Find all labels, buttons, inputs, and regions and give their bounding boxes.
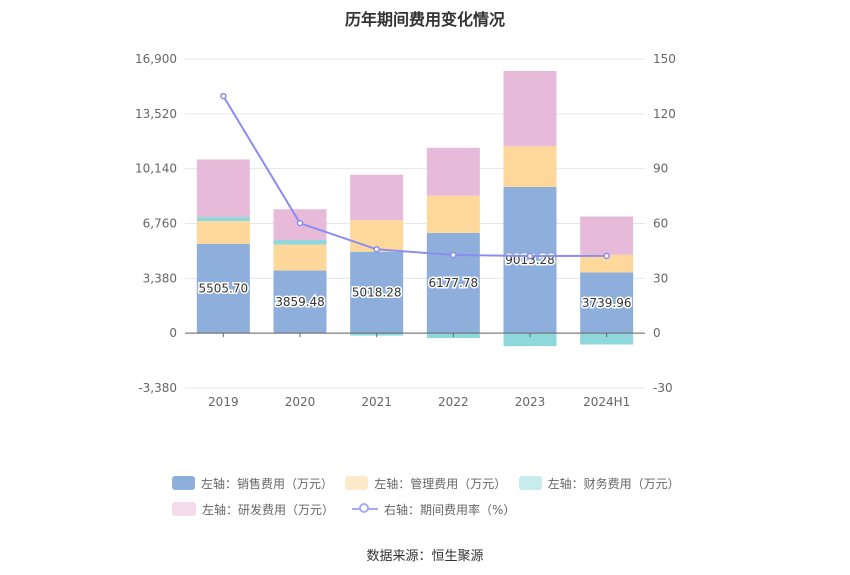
- left-axis-tick-label: 13,520: [135, 107, 177, 121]
- legend-swatch-admin: [345, 476, 369, 490]
- right-axis-tick-label: 30: [653, 271, 668, 285]
- legend-row: 左轴：研发费用（万元） 右轴：期间费用率（%）: [172, 496, 692, 522]
- legend-item-finance[interactable]: 左轴：财务费用（万元）: [518, 475, 680, 492]
- legend: 左轴：销售费用（万元） 左轴：管理费用（万元） 左轴：财务费用（万元） 左轴：研…: [172, 470, 692, 522]
- bar-segment: [580, 216, 634, 255]
- left-axis-tick-label: 3,380: [143, 271, 177, 285]
- legend-item-sales[interactable]: 左轴：销售费用（万元）: [172, 475, 333, 492]
- bar-segment: [273, 270, 327, 334]
- right-axis-tick-label: 90: [653, 162, 668, 176]
- bar-segment: [580, 333, 634, 345]
- bar-segment: [273, 244, 327, 271]
- line-point: [603, 252, 610, 260]
- bar-segment: [426, 232, 480, 334]
- bar-segment: [350, 251, 404, 334]
- line-point: [296, 219, 304, 227]
- bar-segment: [426, 195, 480, 233]
- bar-segment: [350, 174, 404, 221]
- bar-segment: [503, 70, 557, 147]
- data-label: 3739.96: [582, 296, 632, 310]
- bar-segment: [196, 221, 250, 244]
- data-label: 5018.28: [352, 285, 402, 299]
- bar-segment: [196, 243, 250, 334]
- bar-segment: [426, 147, 480, 196]
- legend-swatch-sales: [172, 476, 195, 490]
- x-axis-tick-label: 2023: [515, 395, 546, 409]
- left-axis-tick-label: 16,900: [135, 52, 177, 66]
- bar-segment: [580, 254, 634, 273]
- bar-segment: [503, 146, 557, 187]
- x-axis-tick-label: 2022: [438, 395, 469, 409]
- line-point: [526, 252, 534, 260]
- line-point: [373, 246, 380, 253]
- source-text: 数据来源：恒生聚源: [366, 549, 484, 564]
- left-axis-tick-label: 6,760: [143, 217, 177, 231]
- bar-segment: [503, 186, 557, 334]
- legend-item-admin[interactable]: 左轴：管理费用（万元）: [345, 475, 507, 492]
- legend-label-finance: 左轴：财务费用（万元）: [547, 476, 680, 491]
- legend-label-admin: 左轴：管理费用（万元）: [374, 476, 507, 491]
- legend-label-sales: 左轴：销售费用（万元）: [200, 476, 333, 491]
- x-axis-tick-label: 2021: [361, 395, 392, 409]
- right-axis-tick-label: -30: [653, 381, 673, 395]
- data-label: 6177.78: [429, 276, 479, 290]
- bar-segment: [503, 333, 557, 347]
- legend-label-rate: 右轴：期间费用率（%）: [384, 502, 516, 517]
- legend-line-icon: [352, 502, 379, 516]
- chart-svg: 16,900 150 13,520 120 10,140 90 6,760 60 3,380 30…: [135, 52, 676, 409]
- bar-segment: [196, 217, 250, 222]
- chart-title: 历年期间费用变化情况: [344, 10, 505, 29]
- legend-item-rate[interactable]: 右轴：期间费用率（%）: [352, 501, 515, 518]
- x-axis-tick-label: 2020: [285, 395, 316, 409]
- data-label: 3859.48: [275, 295, 325, 309]
- legend-label-rd: 左轴：研发费用（万元）: [202, 502, 335, 517]
- legend-item-rd[interactable]: 左轴：研发费用（万元）: [172, 501, 334, 518]
- bar-segment: [580, 272, 634, 334]
- legend-swatch-rd: [172, 502, 196, 516]
- x-axis-tick-label: 2019: [208, 395, 239, 409]
- bar-segment: [273, 240, 327, 245]
- right-axis-tick-label: 120: [653, 107, 676, 121]
- left-axis-tick-label: -3,380: [138, 381, 177, 395]
- right-axis-tick-label: 150: [653, 52, 676, 66]
- data-label: 5505.70: [199, 282, 249, 296]
- left-axis-tick-label: 10,140: [135, 162, 177, 176]
- legend-swatch-finance: [518, 476, 542, 490]
- bar-segment: [196, 159, 250, 218]
- left-axis-tick-label: 0: [169, 326, 177, 340]
- legend-row: 左轴：销售费用（万元） 左轴：管理费用（万元） 左轴：财务费用（万元）: [172, 470, 692, 496]
- line-series: [222, 95, 607, 258]
- line-point: [220, 92, 227, 100]
- x-axis-tick-label: 2024H1: [583, 395, 630, 409]
- right-axis-tick-label: 0: [653, 326, 661, 340]
- line-point: [450, 251, 457, 259]
- right-axis-tick-label: 60: [653, 217, 668, 231]
